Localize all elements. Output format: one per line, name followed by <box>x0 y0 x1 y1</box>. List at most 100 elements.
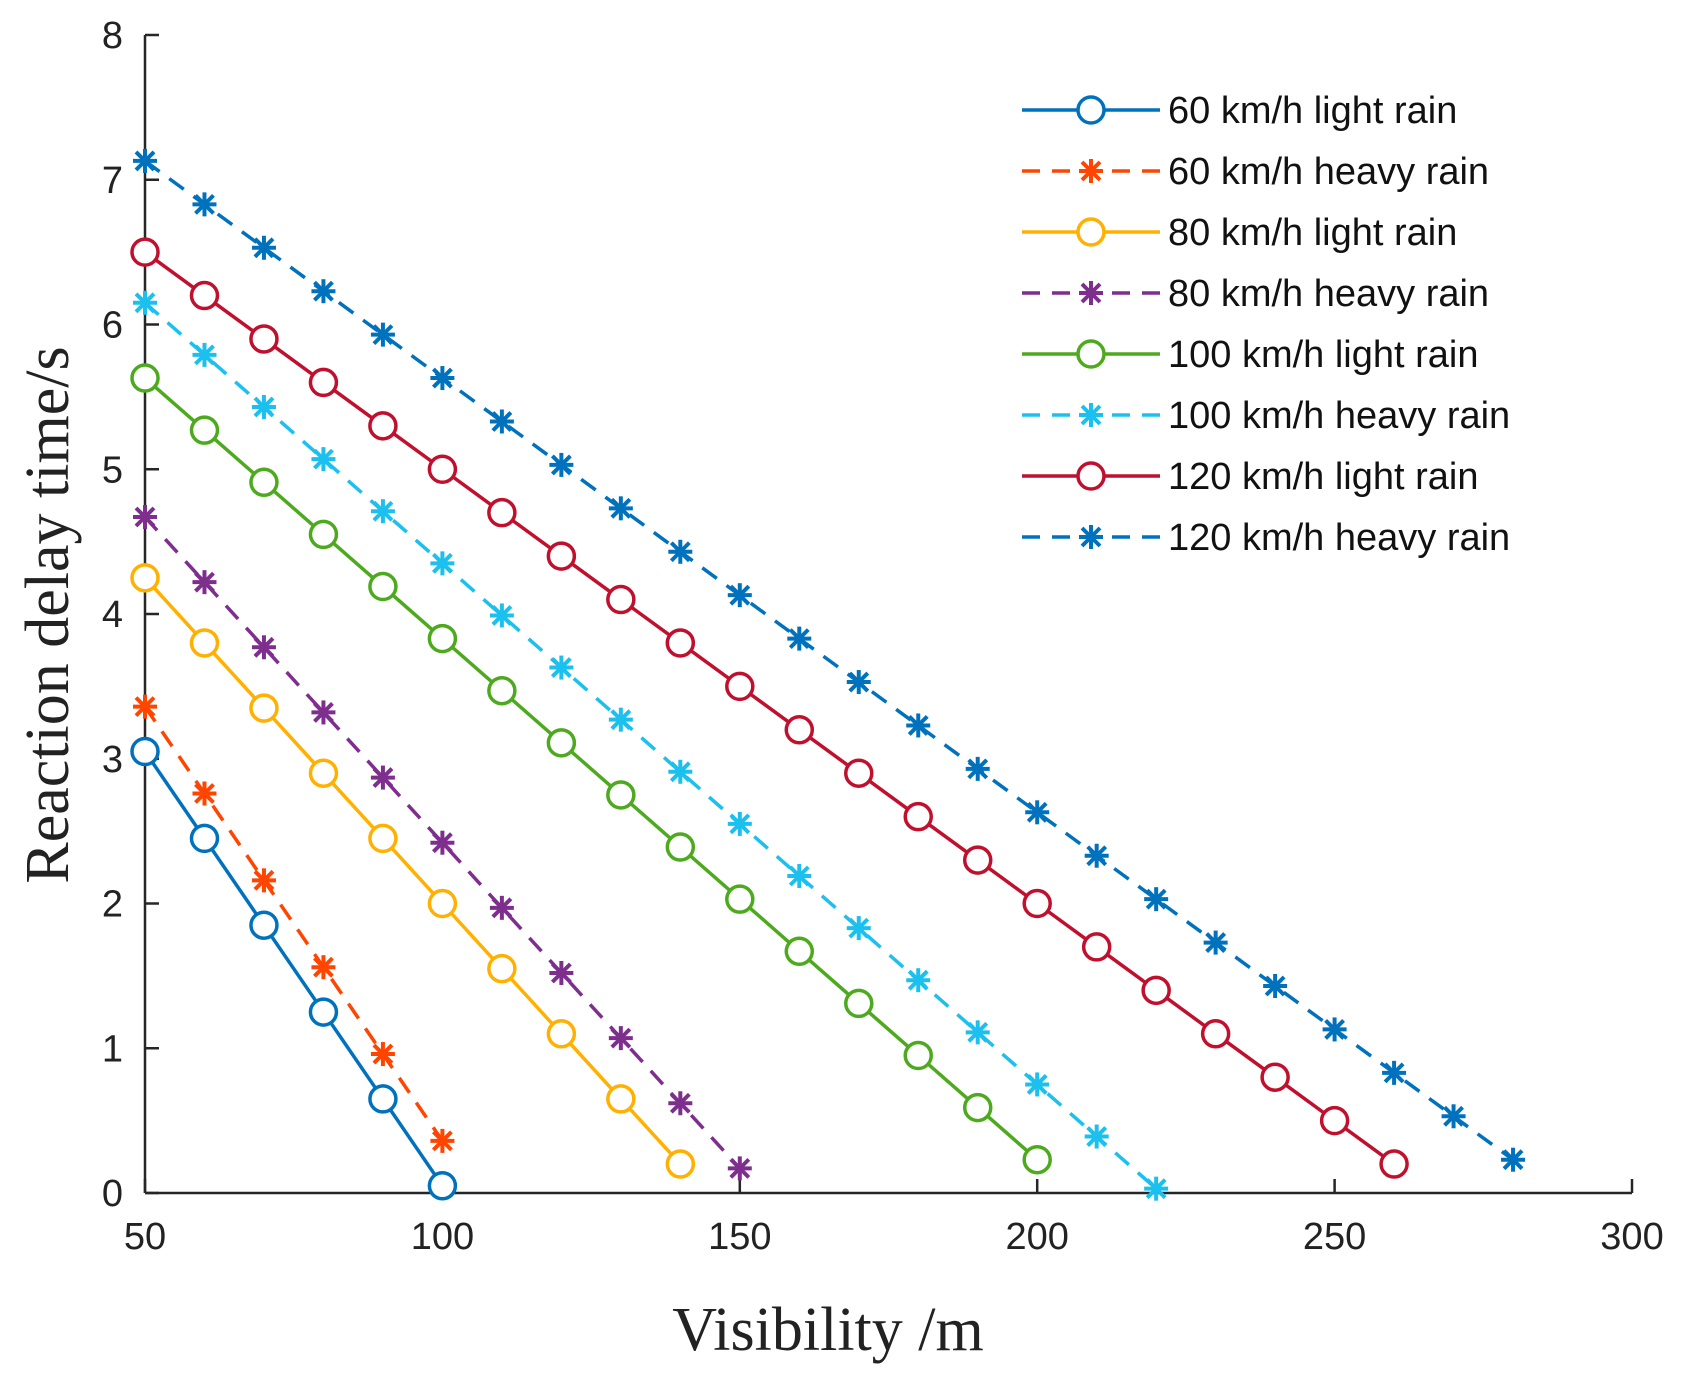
data-point <box>189 823 220 854</box>
data-point <box>727 583 752 608</box>
series-7 <box>133 148 1526 1172</box>
x-tick-label: 200 <box>1005 1216 1068 1258</box>
data-point <box>962 845 993 875</box>
data-point <box>606 780 636 810</box>
data-point <box>311 700 336 725</box>
series-line <box>143 705 444 1142</box>
data-point <box>787 863 812 888</box>
data-point <box>308 367 339 398</box>
series-0 <box>130 736 458 1201</box>
plot-area <box>130 148 1526 1201</box>
data-point <box>606 584 636 615</box>
legend-marker <box>1079 159 1103 183</box>
data-point <box>130 736 160 767</box>
data-point <box>1084 843 1109 868</box>
data-point <box>487 953 517 984</box>
data-point <box>846 916 871 941</box>
data-point <box>606 1084 636 1114</box>
data-point <box>784 715 815 745</box>
data-point <box>311 447 336 472</box>
data-point <box>546 1019 577 1049</box>
data-point <box>192 342 217 367</box>
data-point <box>727 811 752 836</box>
data-point <box>1022 1144 1052 1175</box>
data-point <box>846 670 871 695</box>
data-point <box>489 409 514 434</box>
y-tick-label: 3 <box>102 739 123 781</box>
data-point <box>249 467 279 498</box>
data-point <box>133 505 157 530</box>
data-point <box>370 322 395 347</box>
data-point <box>370 1042 395 1067</box>
legend-label: 60 km/h light rain <box>1168 90 1457 132</box>
data-point <box>368 411 398 441</box>
data-point <box>427 623 458 654</box>
data-point <box>251 235 276 260</box>
data-point <box>1084 1124 1109 1149</box>
legend-entry: 120 km/h light rain <box>1022 456 1479 498</box>
data-point <box>133 290 157 315</box>
data-point <box>665 1149 696 1179</box>
data-point <box>1200 1019 1231 1049</box>
data-point <box>546 728 577 758</box>
data-point <box>370 499 395 524</box>
legend-label: 80 km/h heavy rain <box>1168 273 1489 315</box>
series-3 <box>133 505 752 1181</box>
data-point <box>1263 974 1288 999</box>
data-point <box>308 997 339 1027</box>
legend-entry: 80 km/h heavy rain <box>1022 273 1489 315</box>
chart-axes: 50 100 150 200 250 300 0 1 2 3 4 5 6 7 8 <box>102 15 1664 1258</box>
legend-label: 100 km/h light rain <box>1168 334 1479 376</box>
legend-marker <box>1079 281 1103 305</box>
data-point <box>427 888 458 919</box>
legend-marker <box>1079 525 1103 549</box>
legend-entry: 60 km/h light rain <box>1022 90 1457 132</box>
data-point <box>608 707 633 732</box>
data-point <box>311 279 336 304</box>
data-point <box>1141 975 1171 1006</box>
data-point <box>546 541 577 571</box>
series-line <box>143 301 1158 1190</box>
data-point <box>308 758 339 788</box>
data-point <box>368 571 398 602</box>
x-tick-label: 250 <box>1303 1216 1366 1258</box>
series-6 <box>130 237 1409 1179</box>
data-point <box>668 759 693 784</box>
series-1 <box>133 694 455 1153</box>
data-point <box>1319 1105 1350 1136</box>
data-point <box>427 454 458 484</box>
data-point <box>1025 1072 1050 1097</box>
data-point <box>251 395 276 420</box>
x-tick-label: 50 <box>124 1216 166 1258</box>
legend: 60 km/h light rain 60 km/h heavy rain 80 k… <box>1022 90 1510 559</box>
data-point <box>725 671 755 702</box>
data-point <box>308 519 339 550</box>
legend-marker <box>1079 403 1103 427</box>
y-tick-label: 8 <box>102 15 123 57</box>
data-point <box>189 628 220 658</box>
data-point <box>1322 1017 1347 1042</box>
series-line <box>143 576 682 1166</box>
data-point <box>1025 800 1050 825</box>
data-point <box>487 497 517 528</box>
data-point <box>1081 932 1112 962</box>
legend-marker <box>1076 339 1106 369</box>
data-point <box>668 539 693 564</box>
legend-marker <box>1076 461 1106 491</box>
data-point <box>1022 888 1052 919</box>
legend-label: 100 km/h heavy rain <box>1168 395 1510 437</box>
series-5 <box>133 290 1169 1201</box>
data-point <box>192 192 217 217</box>
series-2 <box>130 563 696 1179</box>
data-point <box>668 1091 693 1116</box>
legend-entry: 120 km/h heavy rain <box>1022 517 1510 559</box>
legend-label: 80 km/h light rain <box>1168 212 1457 254</box>
data-point <box>249 910 279 940</box>
legend-entry: 80 km/h light rain <box>1022 212 1457 254</box>
data-point <box>549 452 574 477</box>
data-point <box>192 781 217 806</box>
data-point <box>1260 1062 1290 1092</box>
data-point <box>1441 1104 1466 1129</box>
legend-label: 120 km/h heavy rain <box>1168 517 1510 559</box>
data-point <box>1379 1149 1409 1179</box>
